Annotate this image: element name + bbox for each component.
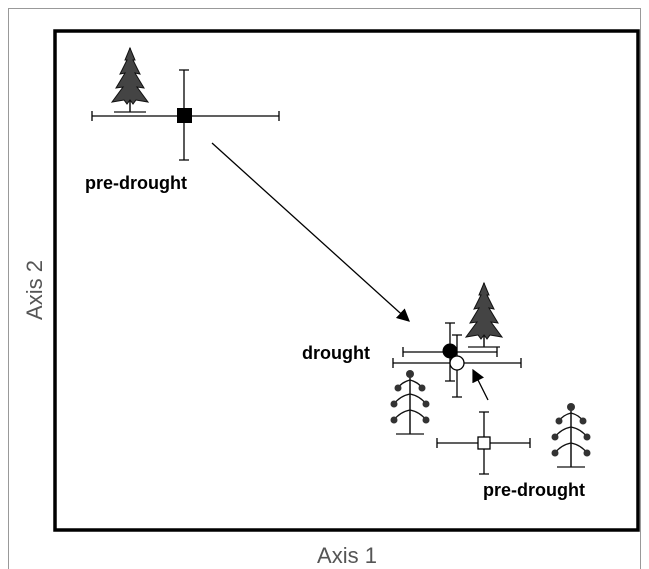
y-axis-label: Axis 2 (22, 260, 47, 320)
plot-frame (53, 29, 640, 532)
tree-icon (465, 282, 503, 348)
point-pre-drought-bottom (436, 411, 531, 475)
tree-icon (389, 369, 431, 435)
label: pre-drought (85, 173, 187, 193)
arrow (472, 368, 489, 401)
outer-frame (8, 8, 641, 569)
point-pre-drought-top (91, 69, 280, 161)
label: drought (302, 343, 370, 363)
x-axis-label: Axis 1 (317, 543, 377, 568)
arrow (211, 142, 410, 322)
tree-icon (111, 47, 149, 113)
tree-icon (550, 402, 592, 468)
point-drought (392, 322, 522, 398)
label: pre-drought (483, 480, 585, 500)
